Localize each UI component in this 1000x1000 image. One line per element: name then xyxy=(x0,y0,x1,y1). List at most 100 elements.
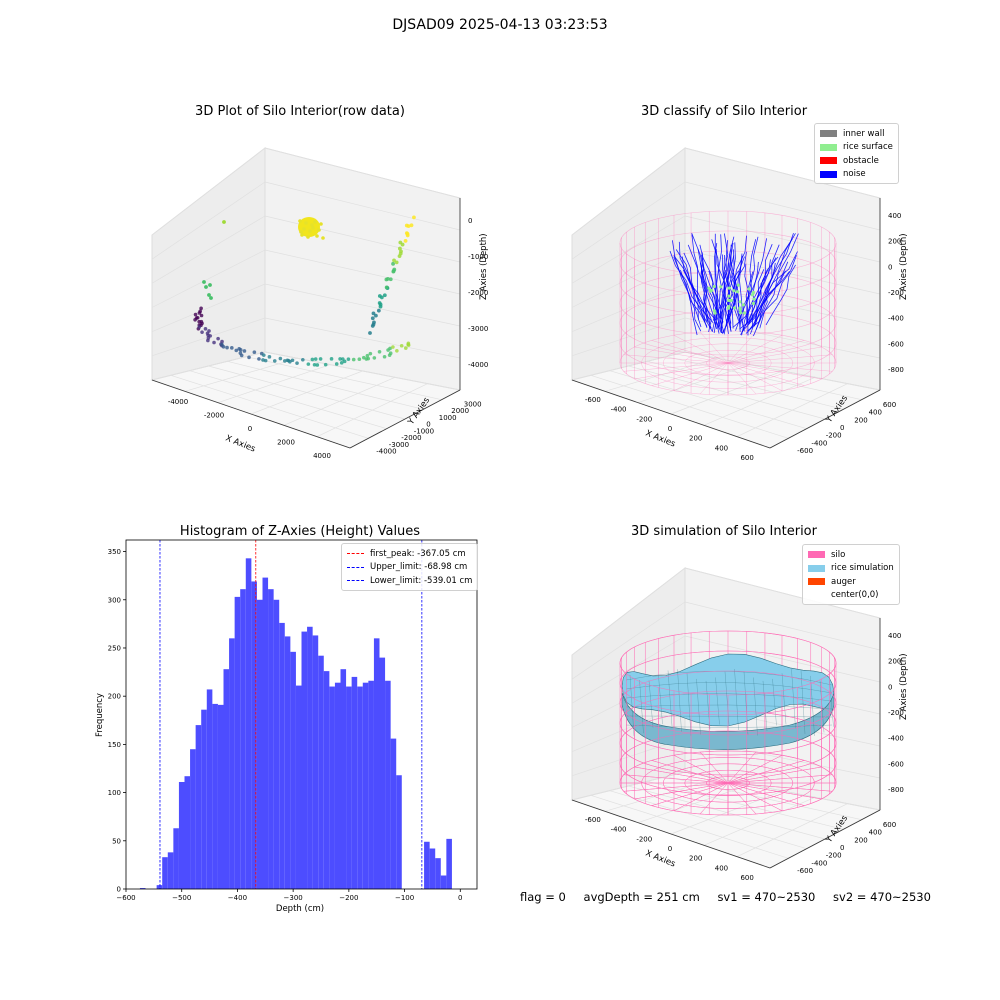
noise-trace xyxy=(741,251,798,332)
simulation-3d-plot: -600-400-2000200400600-600-400-200020040… xyxy=(570,566,909,882)
data-point xyxy=(382,354,387,359)
silo-spoke xyxy=(699,331,729,364)
tick-label: -600 xyxy=(888,760,904,768)
data-point xyxy=(212,340,216,345)
data-point xyxy=(388,351,393,355)
legend-swatch xyxy=(347,553,364,555)
silo-spoke xyxy=(651,362,729,386)
data-point xyxy=(388,277,393,282)
tick-label: -600 xyxy=(585,816,601,824)
data-point xyxy=(313,220,317,224)
silo-spoke xyxy=(623,354,729,364)
x-axis-line xyxy=(571,379,771,449)
rice-surface-point xyxy=(741,303,745,307)
grid-line xyxy=(264,351,461,391)
tick-label: 200 xyxy=(854,416,867,424)
data-point xyxy=(221,344,226,349)
data-point xyxy=(321,236,325,240)
legend-item: Lower_limit: -539.01 cm xyxy=(347,574,472,588)
legend-label: Lower_limit: -539.01 cm xyxy=(370,575,473,586)
rice-surface-point xyxy=(747,287,751,291)
silo-spoke xyxy=(651,782,729,806)
figure-title: DJSAD09 2025-04-13 03:23:53 xyxy=(392,17,608,33)
silo-ring xyxy=(706,776,750,790)
x-axis-line xyxy=(151,379,351,449)
histogram-bar xyxy=(279,622,285,889)
grid-line xyxy=(264,317,461,359)
grid-line xyxy=(246,356,442,401)
histogram-bar xyxy=(368,680,374,889)
silo-ring xyxy=(641,757,815,809)
tick-label: -200 xyxy=(826,432,842,440)
grid-line xyxy=(151,147,266,236)
classify-xlabel: X Axies xyxy=(644,429,677,450)
rice-surface-point xyxy=(732,289,736,293)
flag-text: flag = 0 xyxy=(520,890,566,904)
data-point xyxy=(207,293,211,297)
data-point xyxy=(208,283,212,287)
noise-trace xyxy=(719,254,726,334)
rice-surface-point xyxy=(738,311,743,315)
data-point xyxy=(398,246,402,251)
tick-label: -400 xyxy=(811,439,827,447)
data-point xyxy=(395,349,399,353)
silo-spoke xyxy=(673,362,729,391)
noise-trace xyxy=(700,270,711,329)
tick-label: -200 xyxy=(888,709,904,717)
tick-label: 2000 xyxy=(277,439,295,447)
histogram-bar xyxy=(362,682,369,889)
tick-label: 400 xyxy=(888,632,901,640)
tick-label: -4000 xyxy=(168,398,188,406)
surface-mesh xyxy=(772,678,777,726)
legend-label: rice simulation xyxy=(831,563,894,574)
grid-line xyxy=(571,215,686,284)
data-point xyxy=(388,346,392,351)
sv2-text: sv2 = 470~2530 xyxy=(833,890,931,904)
raw-point-cloud xyxy=(193,215,416,367)
data-point xyxy=(351,357,356,362)
classify-zlabel: Z Axies (Depth) xyxy=(899,233,909,300)
legend-swatch xyxy=(820,157,837,165)
histogram-chart: −600 −500 −400 −300 −200 −100 0 0 50 100 150 200 250… xyxy=(95,539,478,914)
silo-ring xyxy=(619,270,837,336)
pane-left xyxy=(151,146,266,381)
surface-mesh xyxy=(625,682,833,694)
noise-trace xyxy=(759,255,797,329)
data-point xyxy=(357,357,362,361)
histogram-bar xyxy=(357,686,363,889)
legend-swatch xyxy=(820,143,837,151)
y-axis-line xyxy=(769,809,881,869)
data-point xyxy=(382,293,387,298)
data-point xyxy=(384,285,389,290)
histogram-bar xyxy=(162,857,168,889)
classify-legend: inner wall rice surface obstacle noise xyxy=(814,123,899,184)
silo-spoke xyxy=(727,782,757,815)
histogram-bar xyxy=(273,599,280,889)
tick-label: 0 xyxy=(888,263,892,271)
data-point xyxy=(368,331,372,335)
grid-line xyxy=(571,567,686,656)
data-point xyxy=(298,219,302,223)
grid-line xyxy=(151,249,266,308)
histogram-bar xyxy=(351,676,358,889)
data-point xyxy=(334,362,339,366)
raw-3d-plot: -4000-2000020004000-4000-3000-2000-10000… xyxy=(150,146,489,460)
tick-label: 200 xyxy=(854,836,867,844)
legend-item: first_peak: -367.05 cm xyxy=(347,547,472,561)
y-tick-label: 150 xyxy=(108,741,121,749)
silo-spoke xyxy=(623,362,729,372)
rice-surface-point xyxy=(727,286,731,290)
tick-label: 0 xyxy=(426,421,430,429)
tick-label: 3000 xyxy=(464,400,482,408)
x-tick-label: −200 xyxy=(339,894,358,902)
histogram-bar xyxy=(167,852,174,889)
y-tick-label: 350 xyxy=(108,548,121,556)
grid-line xyxy=(264,283,461,327)
silo-spoke xyxy=(727,774,833,784)
histogram-bar xyxy=(340,669,347,889)
legend-swatch xyxy=(808,564,825,572)
histogram-bar xyxy=(379,657,386,889)
data-point xyxy=(391,261,395,266)
surface-mesh xyxy=(629,674,635,737)
data-point xyxy=(225,345,229,350)
